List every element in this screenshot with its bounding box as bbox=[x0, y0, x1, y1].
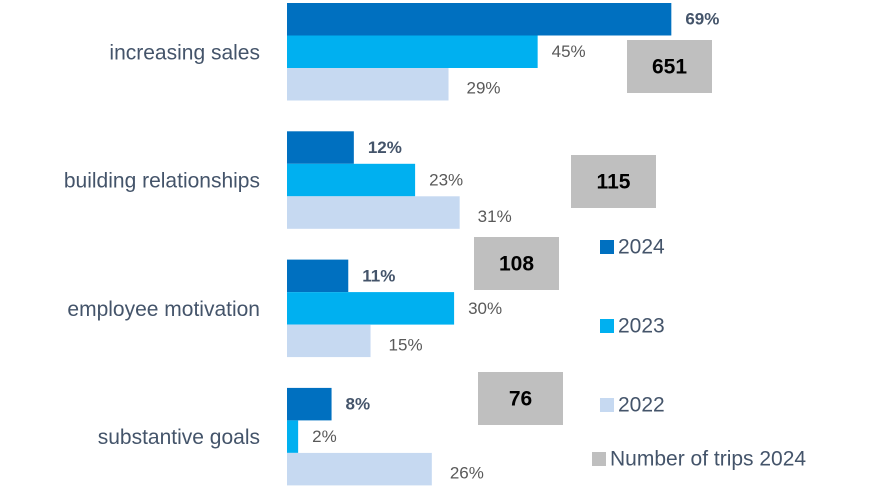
value-label: 8% bbox=[346, 395, 371, 414]
legend-label: Number of trips 2024 bbox=[610, 448, 806, 471]
value-label: 23% bbox=[429, 171, 463, 190]
legend-swatch bbox=[600, 319, 614, 333]
value-label: 12% bbox=[368, 138, 402, 157]
bar bbox=[287, 292, 455, 325]
trips-label: 651 bbox=[652, 56, 687, 79]
bar bbox=[287, 3, 672, 36]
value-label: 30% bbox=[468, 299, 502, 318]
value-label: 45% bbox=[552, 42, 586, 61]
bar bbox=[287, 35, 538, 68]
value-label: 2% bbox=[312, 427, 337, 446]
legend-label: 2022 bbox=[618, 394, 665, 417]
category-label: increasing sales bbox=[109, 41, 260, 64]
legend-swatch bbox=[600, 240, 614, 254]
bar bbox=[287, 163, 416, 197]
legend-label: 2023 bbox=[618, 315, 665, 338]
category-label: building relationships bbox=[64, 170, 260, 193]
value-label: 15% bbox=[389, 335, 423, 354]
value-label: 11% bbox=[362, 266, 395, 285]
bar bbox=[287, 68, 449, 101]
category-label: substantive goals bbox=[98, 426, 260, 449]
trips-box bbox=[478, 372, 563, 425]
trips-box bbox=[474, 237, 559, 290]
trips-label: 76 bbox=[509, 388, 532, 411]
value-label: 26% bbox=[450, 464, 484, 483]
trips-box bbox=[627, 40, 712, 93]
bar bbox=[287, 259, 349, 293]
value-label: 69% bbox=[685, 10, 719, 29]
trips-label: 108 bbox=[499, 253, 534, 276]
legend-label: 2024 bbox=[618, 236, 665, 259]
bar bbox=[287, 324, 371, 358]
trips-box bbox=[571, 155, 656, 208]
legend-swatch bbox=[592, 452, 606, 466]
bar bbox=[287, 387, 332, 421]
trips-label: 115 bbox=[597, 171, 631, 194]
bar bbox=[287, 131, 354, 164]
value-label: 29% bbox=[467, 79, 501, 98]
bar bbox=[287, 452, 432, 486]
bar bbox=[287, 420, 299, 453]
value-label: 31% bbox=[478, 207, 512, 226]
legend-swatch bbox=[600, 398, 614, 412]
category-label: employee motivation bbox=[67, 298, 260, 321]
bar bbox=[287, 196, 460, 229]
